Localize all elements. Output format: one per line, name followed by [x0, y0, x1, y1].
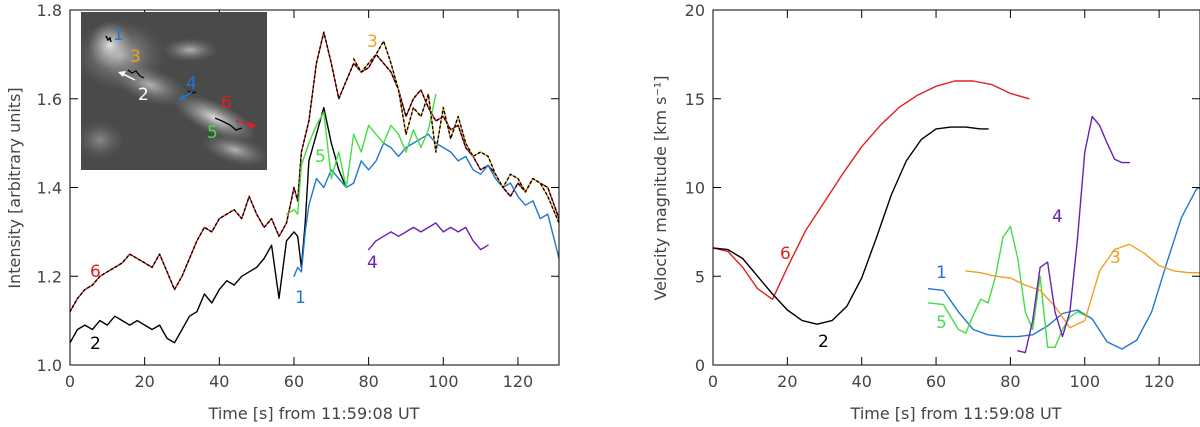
left-x-tick-label: 60 — [284, 372, 304, 391]
left-label-6: 6 — [90, 262, 101, 282]
inset-label-4: 4 — [186, 74, 197, 94]
right-series-2-line — [713, 126, 989, 325]
right-label-1: 1 — [936, 263, 947, 283]
inset-label-6: 6 — [221, 93, 232, 113]
left-series-4-line — [367, 222, 489, 251]
left-label-1: 1 — [295, 288, 306, 308]
right-y-tick-label: 15 — [685, 90, 705, 109]
right-x-tick-label: 0 — [708, 372, 718, 391]
right-x-tick-label: 100 — [1069, 372, 1100, 391]
right-x-tick-label: 120 — [1144, 372, 1175, 391]
left-label-5: 5 — [315, 147, 326, 167]
left-label-3: 3 — [367, 32, 378, 52]
right-x-tick-label: 60 — [926, 372, 946, 391]
right-x-axis-label: Time [s] from 11:59:08 UT — [850, 404, 1062, 423]
left-series-1-line — [293, 133, 559, 277]
inset-label-1: 1 — [113, 25, 124, 45]
left-x-tick-label: 100 — [428, 372, 459, 391]
right-y-tick-label: 20 — [685, 1, 705, 20]
left-y-tick-label: 1.4 — [37, 179, 62, 198]
left-x-tick-label: 80 — [358, 372, 378, 391]
left-x-tick-label: 40 — [209, 372, 229, 391]
left-x-tick-label: 0 — [65, 372, 75, 391]
right-x-tick-label: 80 — [1000, 372, 1020, 391]
left-label-2: 2 — [90, 334, 101, 354]
left-x-axis-label: Time [s] from 11:59:08 UT — [208, 404, 420, 423]
left-x-tick-label: 20 — [134, 372, 154, 391]
left-y-tick-label: 1.2 — [37, 267, 62, 286]
right-series-4-line — [1017, 115, 1131, 354]
left-x-tick-label: 120 — [503, 372, 534, 391]
right-y-tick-label: 10 — [685, 179, 705, 198]
right-label-4: 4 — [1052, 207, 1063, 227]
inset-label-2: 2 — [138, 85, 149, 105]
inset-image: 1 2 3 4 5 6 — [81, 12, 267, 170]
right-label-6: 6 — [780, 244, 791, 264]
right-series-6-line — [713, 80, 1030, 300]
left-series-3-line — [353, 40, 559, 224]
right-x-tick-label: 20 — [777, 372, 797, 391]
left-label-4: 4 — [367, 253, 378, 273]
right-series-3-line — [965, 243, 1200, 329]
left-y-tick-label: 1.8 — [37, 1, 62, 20]
left-intensity-chart: 0 20 40 60 80 100 120 1.0 1.2 1.4 1.6 1.8 Time [s] … — [5, 1, 560, 423]
right-y-tick-label: 0 — [695, 356, 705, 375]
right-y-axis-label: Velocity magnitude [km s⁻¹] — [651, 75, 670, 300]
left-y-tick-label: 1.0 — [37, 356, 62, 375]
left-y-axis-label: Intensity [arbitrary units] — [5, 87, 24, 288]
left-series-5-line — [285, 93, 437, 215]
right-x-tick-label: 40 — [852, 372, 872, 391]
left-series-3-dotted-overlay — [353, 40, 559, 224]
right-label-5: 5 — [936, 313, 947, 333]
right-label-2: 2 — [818, 332, 829, 352]
right-y-tick-label: 5 — [695, 267, 705, 286]
left-y-tick-label: 1.6 — [37, 90, 62, 109]
right-series-5-line — [927, 225, 1086, 348]
inset-label-5: 5 — [207, 123, 218, 143]
right-plot-frame — [712, 9, 1200, 366]
right-label-3: 3 — [1110, 248, 1121, 268]
inset-label-3: 3 — [130, 47, 141, 67]
